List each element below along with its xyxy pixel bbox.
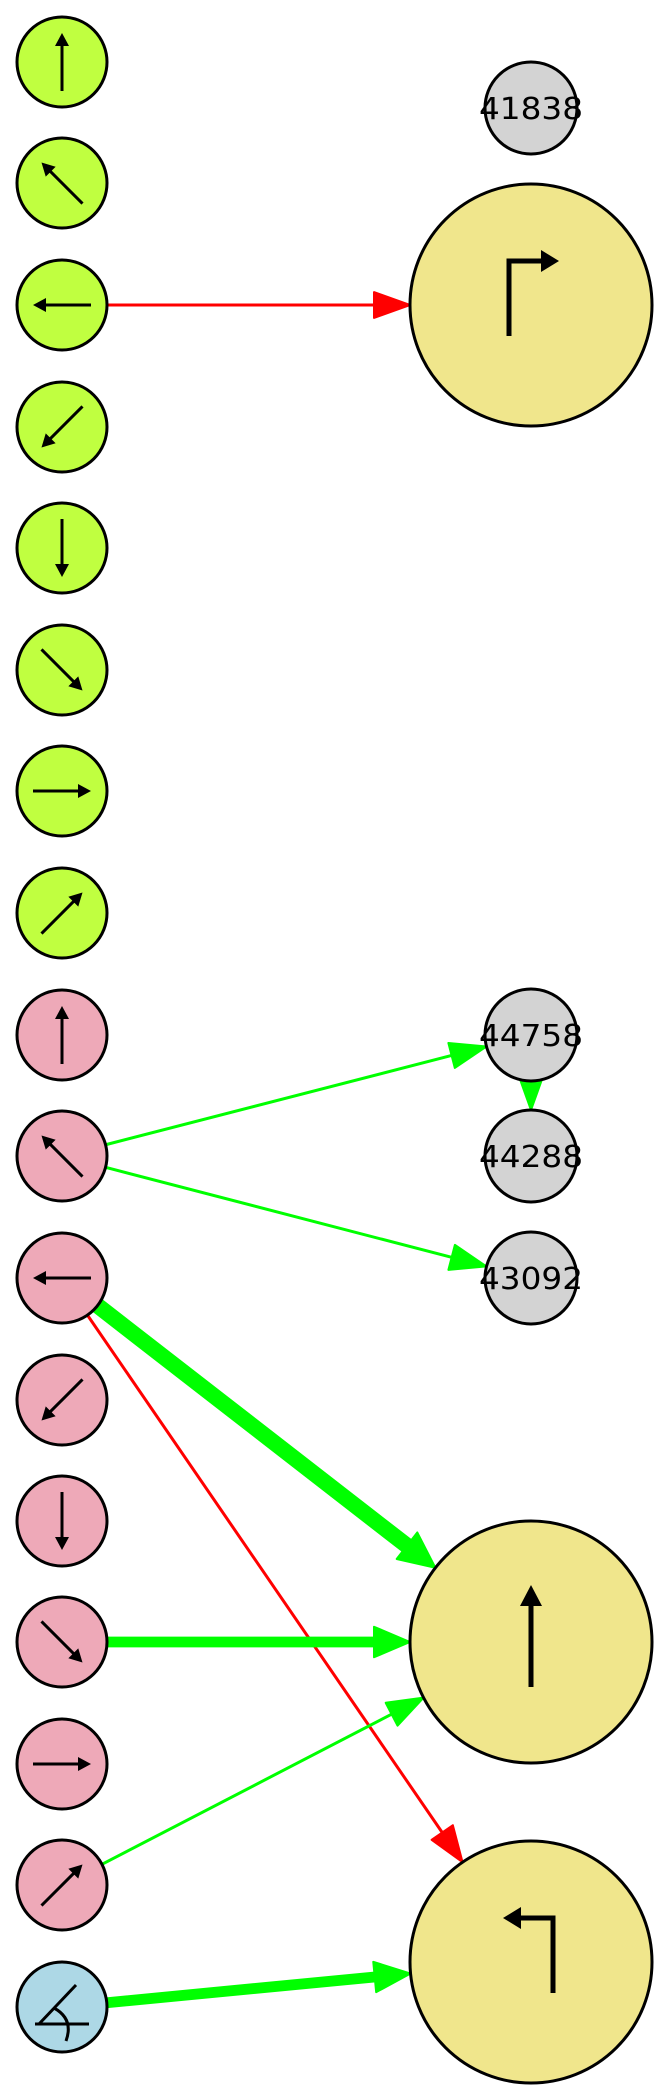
lime-south-arrow-node[interactable]: [15, 501, 109, 595]
arrow-southwest-icon: [41, 405, 84, 448]
arrow-northeast-icon: [40, 1864, 83, 1907]
lime-northeast-arrow-node[interactable]: [15, 866, 109, 960]
angle-icon: [35, 1983, 89, 2042]
lime-north-arrow-node[interactable]: [15, 15, 109, 109]
arrow-southeast-icon: [40, 648, 83, 691]
id-node-44288[interactable]: 44288: [479, 1108, 583, 1204]
edge-pink-nw-to-g43092: [104, 1165, 488, 1271]
id-node-44758[interactable]: 44758: [479, 987, 583, 1083]
lime-northwest-arrow-node[interactable]: [15, 136, 109, 230]
arrow-northeast-icon: [40, 892, 83, 935]
arrow-north-icon: [55, 33, 69, 91]
arrow-west-icon: [33, 298, 91, 312]
turn-left-node-circle: [408, 1839, 654, 2085]
lime-west-arrow-node[interactable]: [15, 258, 109, 352]
edge-pink-nw-to-g44758: [104, 1041, 488, 1147]
id-node-44288-label: 44288: [479, 1140, 583, 1175]
pink-west-arrow-node[interactable]: [15, 1231, 109, 1325]
arrow-west-icon: [33, 1271, 91, 1285]
pink-southwest-arrow-node[interactable]: [15, 1353, 109, 1447]
arrow-south-icon: [55, 519, 69, 577]
edge-pink-se-to-y-straight: [101, 1625, 411, 1659]
edge-pink-w-to-y-straight: [89, 1297, 437, 1569]
pink-south-arrow-node[interactable]: [15, 1474, 109, 1568]
edge-pink-ne-to-y-straight: [100, 1696, 425, 1866]
blue-angle-node[interactable]: [15, 1960, 109, 2054]
edge-pink-w-to-y-left-turn: [85, 1313, 464, 1864]
turn-right-node[interactable]: [408, 182, 654, 428]
edges-layer: [85, 291, 545, 2009]
pink-north-arrow-node[interactable]: [15, 988, 109, 1082]
blue-angle-node-circle: [15, 1960, 109, 2054]
edge-lime-w-to-y-right-turn: [105, 291, 411, 319]
lime-east-arrow-node[interactable]: [15, 744, 109, 838]
pink-southeast-arrow-node[interactable]: [15, 1595, 109, 1689]
edge-blue-angle-to-y-left-turn: [101, 1960, 412, 2009]
id-node-44288-circle: [483, 1108, 579, 1204]
arrow-northwest-icon: [41, 162, 84, 205]
arrow-east-icon: [33, 1757, 91, 1771]
lime-southwest-arrow-node[interactable]: [15, 380, 109, 474]
pink-northwest-arrow-node[interactable]: [15, 1109, 109, 1203]
pink-east-arrow-node[interactable]: [15, 1717, 109, 1811]
turn-right-node-circle: [408, 182, 654, 428]
turn-left-node[interactable]: [408, 1839, 654, 2085]
arrow-north-icon: [55, 1006, 69, 1064]
arrow-southeast-icon: [40, 1620, 83, 1663]
turn-right-icon: [506, 250, 559, 336]
nodes-layer: 41838 44758 44288 43092: [15, 15, 654, 2085]
id-node-43092[interactable]: 43092: [479, 1230, 583, 1326]
arrow-south-icon: [55, 1492, 69, 1550]
arrow-southwest-icon: [41, 1378, 84, 1421]
id-node-41838-label: 41838: [479, 92, 583, 127]
id-node-43092-circle: [483, 1230, 579, 1326]
go-straight-node[interactable]: [408, 1519, 654, 1765]
id-node-43092-label: 43092: [479, 1262, 583, 1297]
straight-arrow-icon: [520, 1585, 542, 1687]
pink-northeast-arrow-node[interactable]: [15, 1838, 109, 1932]
id-node-41838[interactable]: 41838: [479, 60, 583, 156]
id-node-44758-circle: [483, 987, 579, 1083]
turn-left-icon: [503, 1907, 556, 1993]
lime-southeast-arrow-node[interactable]: [15, 623, 109, 717]
arrow-northwest-icon: [41, 1135, 84, 1178]
id-node-44758-label: 44758: [479, 1019, 583, 1054]
arrow-east-icon: [33, 784, 91, 798]
id-node-41838-circle: [483, 60, 579, 156]
